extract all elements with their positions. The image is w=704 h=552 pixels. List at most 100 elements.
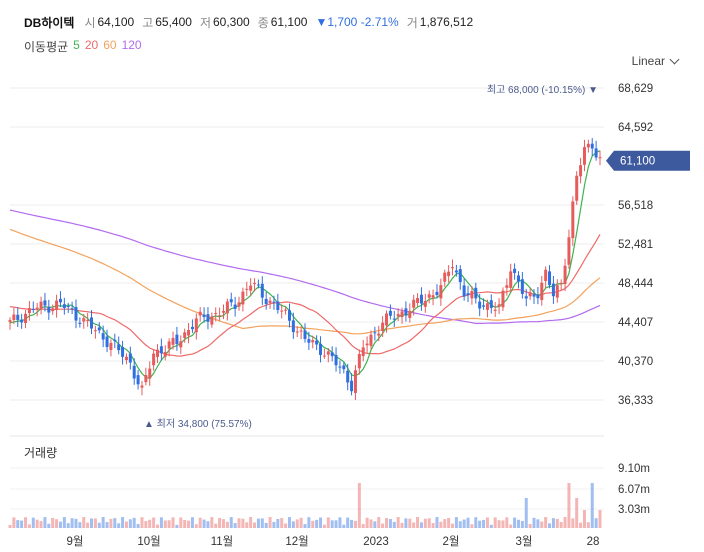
candle-body [190,326,194,330]
close-value: 61,100 [270,15,308,29]
candle-body [156,349,159,357]
volume-bar [412,522,416,528]
candle-body [210,316,214,325]
candle-body [47,306,51,313]
candle-body [516,275,520,282]
candle-body [105,336,109,348]
x-tick-label: 28 [587,536,600,548]
ma-120-legend[interactable]: 120 [121,38,142,52]
candle-body [520,279,524,294]
volume-bar [140,517,144,528]
ma-5-legend[interactable]: 5 [73,38,80,52]
ma-20-legend[interactable]: 20 [84,38,99,52]
volume-bar [62,517,66,528]
volume-bar [58,521,62,528]
candle-body [497,304,501,307]
volume-bar [221,519,225,528]
y-tick-label: 64,592 [618,122,653,134]
volume-tick-label: 3.03m [618,504,650,516]
candle-body [451,267,454,269]
volume-bar [439,521,443,528]
candle-body [532,294,536,297]
candle-body [24,313,28,323]
ma-60-legend[interactable]: 60 [103,38,117,52]
candle-body [187,330,191,336]
candle-body [74,307,78,321]
volume-bar [466,517,470,528]
volume-bar [311,520,315,528]
volume-bar [520,520,524,528]
scale-dropdown[interactable]: Linear [632,54,680,68]
candle-body [326,351,330,355]
candle-body [8,320,12,323]
volume-bar [121,517,125,528]
y-tick-label: 48,444 [618,278,654,290]
volume-bar [373,521,377,528]
x-tick-label: 2월 [443,535,460,548]
candle-body [117,344,121,351]
volume-bar [326,517,330,528]
volume-bar [365,517,369,528]
volume-bar [202,519,206,528]
candle-body [233,304,237,309]
volume-bar [148,519,152,528]
volume-tick-label: 6.07m [618,484,650,496]
candle-body [144,375,148,383]
volume-bar [319,517,323,528]
volume-bar [105,522,109,528]
candle-body [198,311,202,316]
volume-bar [392,521,396,528]
candle-body [536,294,540,299]
candle-body [121,346,125,357]
volume-bar [431,523,435,528]
close-label: 종 [257,15,269,30]
moving-average-legend: 이동평균 5 20 60 120 [24,38,142,55]
candle-body [594,148,598,158]
volume-bar [90,518,94,528]
candle-body [299,330,303,332]
volume-bar [427,518,431,528]
candle-body [400,311,404,318]
candle-body [478,301,482,309]
volume-bar [396,517,400,528]
candle-body [423,300,427,307]
volume-bar [175,524,179,528]
candle-body [303,330,307,339]
candle-body [466,293,470,296]
volume-bar [509,524,513,528]
candle-body [152,353,156,366]
volume-bar [497,520,501,528]
y-tick-label: 44,407 [618,317,653,329]
candle-body [97,327,101,331]
volume-bar [249,517,253,528]
volume-bar [532,517,536,528]
volume-bar [454,517,458,528]
candle-body [256,284,260,286]
volume-bar [35,519,39,528]
volume-bar [128,519,132,528]
candle-body [43,300,47,306]
candle-body [412,299,416,308]
candle-body [350,380,354,392]
volume-bar [544,517,548,528]
volume-bar [179,517,183,528]
candle-body [419,294,423,304]
volume-bar [470,524,474,528]
volume-bar [524,498,528,528]
candle-body [31,308,35,310]
volume-bar [159,517,163,528]
candle-body [295,331,299,333]
x-tick-label: 2023 [363,536,389,548]
candle-body [148,368,152,379]
candle-body [27,308,31,314]
volume-bar [501,520,505,528]
volume-bar [291,521,295,528]
candle-body [575,175,579,201]
candle-body [447,271,451,277]
candle-body [55,300,59,310]
x-tick-label: 10월 [137,535,160,548]
low-marker-label: ▲ 최저 34,800 (75.57%) [144,418,252,430]
volume-bar [548,523,552,528]
volume-bar [268,517,272,528]
